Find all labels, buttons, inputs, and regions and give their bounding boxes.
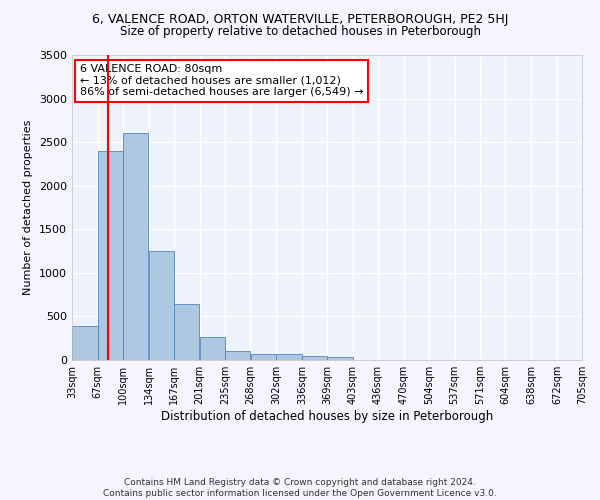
Text: 6, VALENCE ROAD, ORTON WATERVILLE, PETERBOROUGH, PE2 5HJ: 6, VALENCE ROAD, ORTON WATERVILLE, PETER… (92, 12, 508, 26)
Bar (174, 304, 199, 360)
Bar (226, 352, 250, 360)
Bar (302, 356, 327, 360)
Bar (251, 354, 276, 360)
Bar (123, 134, 148, 360)
X-axis label: Distribution of detached houses by size in Peterborough: Distribution of detached houses by size … (161, 410, 493, 423)
Bar (98, 151, 122, 360)
Y-axis label: Number of detached properties: Number of detached properties (23, 120, 34, 295)
Bar (149, 251, 173, 360)
Text: Size of property relative to detached houses in Peterborough: Size of property relative to detached ho… (119, 25, 481, 38)
Bar (200, 338, 225, 360)
Bar (72, 326, 98, 360)
Text: 6 VALENCE ROAD: 80sqm
← 13% of detached houses are smaller (1,012)
86% of semi-d: 6 VALENCE ROAD: 80sqm ← 13% of detached … (80, 64, 363, 98)
Text: Contains HM Land Registry data © Crown copyright and database right 2024.
Contai: Contains HM Land Registry data © Crown c… (103, 478, 497, 498)
Bar (277, 354, 302, 360)
Bar (327, 358, 353, 360)
